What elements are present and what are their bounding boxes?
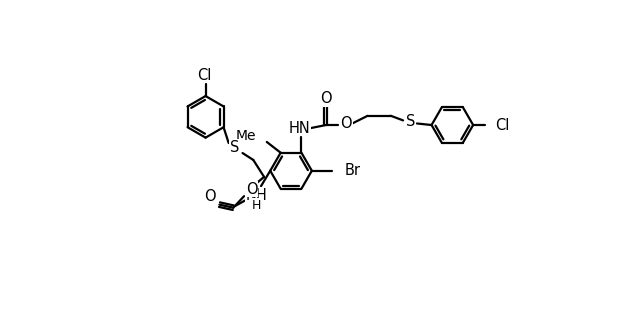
- Text: S: S: [406, 115, 415, 129]
- Text: S: S: [230, 140, 239, 155]
- Text: O: O: [320, 91, 332, 106]
- Text: O: O: [340, 116, 352, 131]
- Text: HN: HN: [289, 121, 311, 135]
- Text: H: H: [252, 199, 261, 212]
- Text: NH: NH: [246, 188, 268, 203]
- Text: O: O: [204, 190, 216, 205]
- Text: O: O: [246, 182, 257, 197]
- Text: Me: Me: [236, 129, 256, 143]
- Text: Br: Br: [345, 163, 361, 178]
- Text: Cl: Cl: [197, 68, 211, 83]
- Text: Cl: Cl: [495, 118, 509, 132]
